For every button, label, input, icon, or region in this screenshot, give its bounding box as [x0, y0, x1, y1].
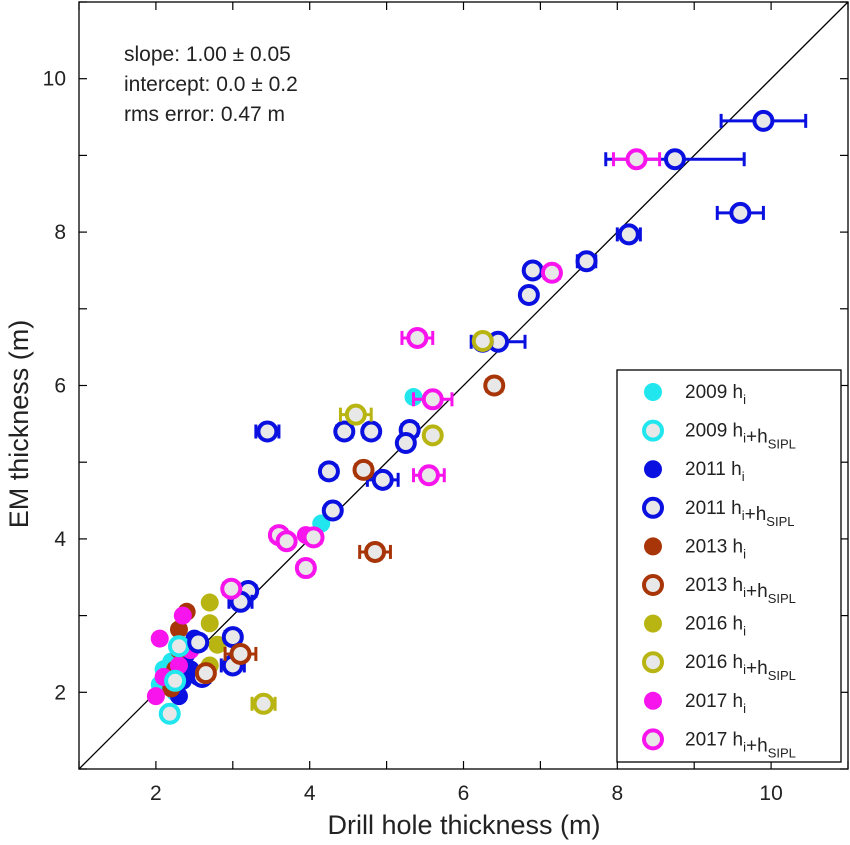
legend-marker	[642, 574, 664, 596]
data-point	[421, 388, 444, 411]
text-layer: Drill hole thickness (m) EM thickness (m…	[4, 43, 783, 840]
legend-label: 2016 hi+hSIPL	[685, 652, 796, 683]
legend-label: 2011 hi+hSIPL	[685, 498, 794, 529]
data-point	[344, 403, 367, 426]
data-point	[321, 499, 344, 522]
legend-marker	[642, 728, 664, 751]
legend-marker	[642, 496, 664, 519]
legend-item: 2009 hi+hSIPL	[642, 419, 796, 452]
data-point	[575, 250, 598, 273]
data-point	[158, 702, 181, 725]
data-point	[150, 629, 169, 648]
legend-item: 2017 hi	[644, 691, 746, 716]
data-point	[275, 530, 298, 553]
data-point	[471, 330, 494, 353]
legend-marker	[644, 691, 662, 710]
legend-item: 2016 hi+hSIPL	[642, 651, 796, 683]
intercept-annotation: intercept: 0.0 ± 0.2	[124, 73, 298, 96]
data-point	[421, 424, 444, 447]
legend-marker	[644, 383, 662, 401]
data-point	[729, 201, 752, 224]
data-point	[221, 626, 244, 649]
data-point	[394, 432, 417, 455]
y-tick-label: 8	[54, 221, 66, 244]
legend-item: 2013 hi	[644, 536, 746, 561]
legend-label: 2017 hi	[685, 691, 746, 716]
legend-marker	[644, 537, 662, 556]
data-point	[371, 468, 394, 491]
data-point	[220, 577, 243, 600]
y-tick-label: 10	[43, 68, 66, 91]
data-point	[406, 326, 429, 349]
legend-item: 2017 hi+hSIPL	[642, 728, 796, 760]
data-point	[521, 259, 544, 282]
legend-label: 2016 hi	[685, 614, 746, 639]
legend-label: 2013 hi+hSIPL	[685, 575, 796, 606]
data-point	[317, 460, 340, 483]
data-point	[360, 420, 383, 443]
legend-label: 2013 hi	[685, 536, 746, 561]
data-point	[625, 148, 648, 171]
legend-label: 2011 hi	[685, 459, 745, 484]
legend-label: 2009 hi	[685, 382, 746, 407]
points-layer	[146, 109, 808, 725]
data-point	[352, 458, 375, 481]
series-2011-h-i-h-sipl	[187, 109, 808, 688]
legend-item: 2009 hi	[644, 382, 746, 407]
legend-item: 2013 hi+hSIPL	[642, 574, 796, 606]
series-2009-h-i-h-sipl	[158, 635, 190, 725]
legend-item: 2016 hi	[644, 614, 746, 639]
data-point	[167, 635, 190, 658]
x-axis-label: Drill hole thickness (m)	[327, 810, 600, 840]
data-point	[173, 606, 192, 625]
legend-marker	[642, 419, 664, 442]
data-point	[194, 662, 217, 685]
x-tick-label: 8	[611, 782, 623, 805]
legend-item: 2011 hi	[644, 459, 745, 484]
data-point	[333, 420, 356, 443]
data-point	[256, 420, 279, 443]
data-point	[364, 540, 387, 563]
data-point	[617, 223, 640, 246]
data-point	[229, 642, 252, 665]
data-point	[483, 374, 506, 397]
y-tick-label: 2	[54, 681, 66, 704]
data-point	[200, 593, 219, 612]
legend: 2009 hi 2009 hi+hSIPL 2011 hi 2011 hi+hSIPL…	[616, 369, 842, 763]
y-tick-label: 6	[54, 375, 66, 398]
data-point	[663, 148, 686, 171]
series-2017-h-i-h-sipl	[220, 148, 662, 600]
legend-marker	[642, 651, 664, 674]
x-tick-label: 2	[150, 782, 162, 805]
data-point	[169, 620, 188, 639]
slope-annotation: slope: 1.00 ± 0.05	[124, 43, 291, 66]
data-point	[294, 557, 317, 580]
data-point	[752, 109, 775, 132]
data-point	[252, 692, 275, 715]
data-point	[517, 283, 540, 306]
data-point	[417, 464, 440, 487]
x-tick-label: 6	[458, 782, 470, 805]
x-tick-label: 4	[304, 782, 316, 805]
series-2013-h-i-h-sipl	[194, 374, 506, 685]
legend-label: 2017 hi+hSIPL	[685, 729, 796, 760]
legend-item: 2011 hi+hSIPL	[642, 496, 794, 529]
rms-error-annotation: rms error: 0.47 m	[124, 103, 285, 126]
x-tick-label: 10	[759, 782, 782, 805]
data-point	[208, 635, 227, 654]
y-axis-label: EM thickness (m)	[4, 320, 34, 529]
data-point	[187, 631, 210, 654]
legend-marker	[644, 614, 662, 633]
data-point	[302, 526, 325, 549]
data-point	[540, 261, 563, 284]
axes-layer	[78, 1, 849, 770]
data-point	[146, 687, 165, 706]
legend-marker	[644, 460, 662, 479]
data-point	[200, 614, 219, 633]
y-tick-label: 4	[54, 528, 66, 551]
legend-label: 2009 hi+hSIPL	[685, 421, 796, 452]
series-2016-h-i-h-sipl	[250, 330, 494, 715]
data-point	[164, 669, 187, 692]
